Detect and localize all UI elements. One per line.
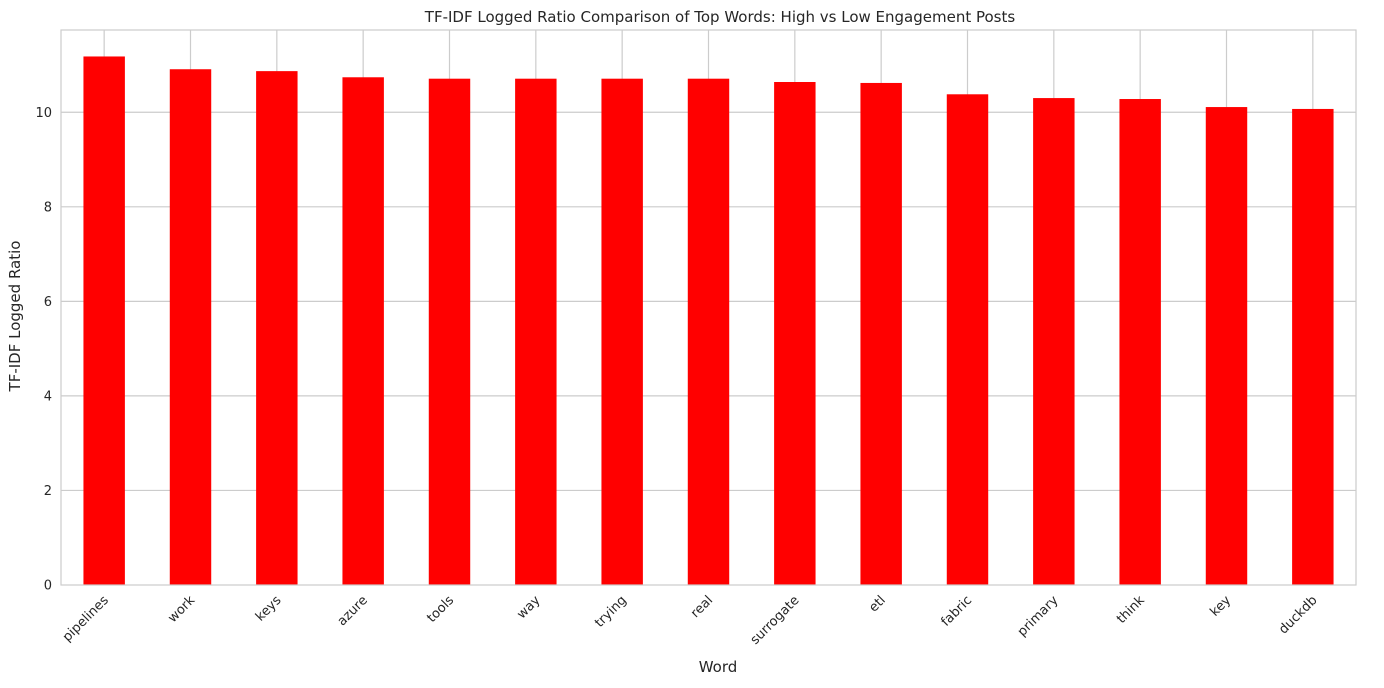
bar-duckdb xyxy=(1292,108,1334,585)
y-tick-label: 4 xyxy=(44,389,52,404)
bar-work xyxy=(169,69,212,585)
y-tick-label: 2 xyxy=(44,484,52,499)
y-tick-label: 8 xyxy=(44,200,52,215)
y-tick-label: 0 xyxy=(44,579,52,594)
bar-keys xyxy=(256,71,298,586)
bar-trying xyxy=(601,78,643,585)
bar-surrogate xyxy=(774,82,816,585)
bar-think xyxy=(1119,99,1161,585)
bar-real xyxy=(687,78,730,585)
bar-key xyxy=(1205,107,1248,585)
bar-tools xyxy=(428,78,471,585)
plot-frame xyxy=(60,29,1357,586)
y-axis-label: TF-IDF Logged Ratio xyxy=(6,241,24,393)
bar-pipelines xyxy=(83,56,125,586)
bar-azure xyxy=(342,77,384,585)
bar-layer xyxy=(83,56,1334,586)
y-tick-labels: 0 2 4 6 8 10 xyxy=(35,106,52,594)
bar-fabric xyxy=(946,94,989,585)
chart-title: TF-IDF Logged Ratio Comparison of Top Wo… xyxy=(424,8,1016,26)
y-tick-label: 10 xyxy=(35,106,52,121)
bar-way xyxy=(515,78,557,585)
bar-primary xyxy=(1033,98,1075,586)
y-tick-label: 6 xyxy=(44,295,52,310)
bar-etl xyxy=(860,82,902,585)
x-axis-label: Word xyxy=(699,658,738,676)
